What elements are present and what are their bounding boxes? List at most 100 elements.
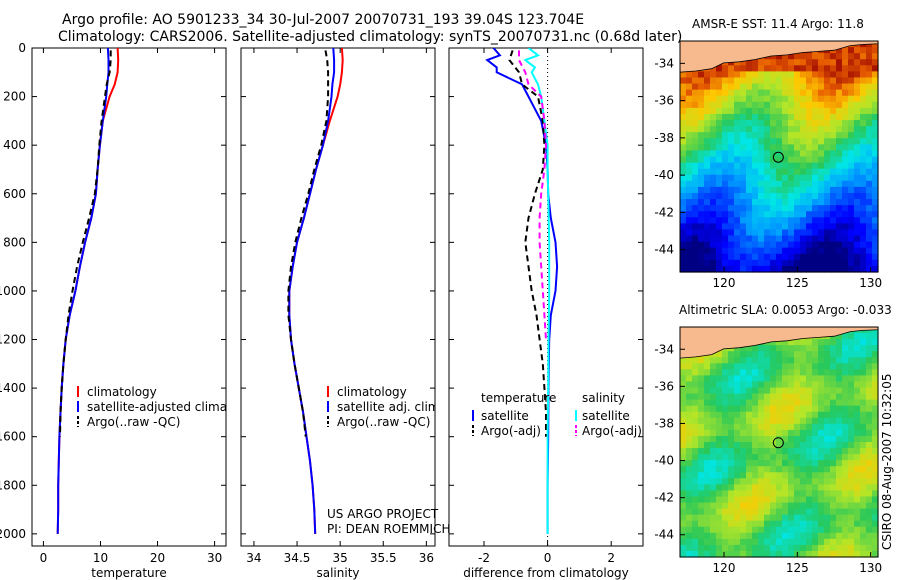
sla-map-cell xyxy=(770,429,777,437)
sla-map-cell xyxy=(680,514,687,522)
sst-map-cell xyxy=(764,217,771,224)
sst-map-cell xyxy=(848,156,855,164)
sla-map-cell xyxy=(806,393,813,401)
sst-map-cell xyxy=(710,265,717,273)
sla-map-cell xyxy=(740,435,747,443)
sst-map-cell xyxy=(824,59,831,66)
sst-map-cell xyxy=(758,156,765,164)
sla-map-cell xyxy=(812,381,819,389)
sla-map-cell xyxy=(740,363,747,370)
sla-map-cell xyxy=(830,544,837,552)
sla-map-cell xyxy=(872,478,879,485)
sla-map-cell xyxy=(734,496,741,504)
sla-map-cell xyxy=(770,508,777,516)
sst-map-ytick-label: -42 xyxy=(654,205,674,219)
sla-map-cell xyxy=(746,351,753,358)
sla-map-cell xyxy=(836,351,843,358)
sla-map-cell xyxy=(680,508,687,516)
sst-map-cell xyxy=(758,71,765,79)
sst-map-cell xyxy=(872,186,879,194)
sst-map-cell xyxy=(716,259,723,267)
sst-map-cell xyxy=(728,205,735,212)
sst-map-cell xyxy=(824,199,831,206)
sst-map-cell xyxy=(710,247,717,255)
sla-map-cell xyxy=(740,466,747,473)
sla-map-cell xyxy=(860,381,867,389)
sla-map-cell xyxy=(722,375,729,383)
sla-map-cell xyxy=(704,532,711,540)
sla-map-cell xyxy=(764,550,771,558)
sla-map-cell xyxy=(758,435,765,443)
sst-map-cell xyxy=(734,150,741,158)
sst-map-cell xyxy=(788,150,795,158)
sla-map-cell xyxy=(704,550,711,558)
sst-map-cell xyxy=(860,150,867,158)
sla-map-cell xyxy=(692,369,699,377)
sla-map-cell xyxy=(686,448,693,455)
sst-map-cell xyxy=(854,162,861,170)
sst-map-cell xyxy=(866,265,873,273)
sla-map-cell xyxy=(722,466,729,473)
sst-map-cell xyxy=(830,259,837,267)
sst-map-cell xyxy=(872,83,879,91)
sla-map-cell xyxy=(698,448,705,455)
sla-map-cell xyxy=(764,472,771,479)
sst-map-cell xyxy=(758,83,765,91)
sst-map-cell xyxy=(812,162,819,170)
sst-map-cell xyxy=(776,192,783,200)
sla-map-cell xyxy=(794,508,801,516)
sla-map-cell xyxy=(806,357,813,364)
sla-map-cell xyxy=(776,442,783,449)
sla-map-cell xyxy=(704,520,711,528)
sla-map-cell xyxy=(680,466,687,473)
sst-map-cell xyxy=(710,211,717,218)
sst-map-cell xyxy=(836,95,843,103)
sst-map-cell xyxy=(830,65,837,72)
sst-map-cell xyxy=(710,65,717,72)
sla-map-cell xyxy=(818,442,825,449)
sla-map-cell xyxy=(872,357,879,364)
sla-map-cell xyxy=(866,442,873,449)
sst-map-cell xyxy=(686,95,693,103)
sla-map-cell xyxy=(746,526,753,534)
sst-map-cell xyxy=(734,120,741,127)
sla-map-cell xyxy=(830,357,837,364)
sla-map-cell xyxy=(806,345,813,352)
sla-map-cell xyxy=(782,345,789,352)
sst-map-cell xyxy=(836,77,843,85)
sst-map-cell xyxy=(830,174,837,182)
sla-map-cell xyxy=(836,478,843,485)
sst-map-cell xyxy=(758,65,765,72)
sst-map-cell xyxy=(722,138,729,145)
sla-map-cell xyxy=(824,393,831,401)
sst-map-cell xyxy=(872,205,879,212)
sla-map-cell xyxy=(776,357,783,364)
sla-map-cell xyxy=(812,411,819,419)
sst-map-cell xyxy=(716,132,723,139)
sla-map-cell xyxy=(836,502,843,510)
sst-map-cell xyxy=(866,223,873,231)
sla-map-cell xyxy=(800,532,807,540)
sst-map-cell xyxy=(728,186,735,194)
sst-map-cell xyxy=(698,174,705,182)
sla-map-cell xyxy=(704,435,711,443)
sst-map-cell xyxy=(812,180,819,188)
sla-map-cell xyxy=(692,357,699,364)
sla-map-cell xyxy=(698,544,705,552)
sla-map-cell xyxy=(698,381,705,389)
sst-map-cell xyxy=(800,186,807,194)
sst-map-cell xyxy=(728,156,735,164)
sla-map-cell xyxy=(770,357,777,364)
sst-map-cell xyxy=(716,101,723,109)
sla-map-cell xyxy=(818,532,825,540)
sst-map-cell xyxy=(800,150,807,158)
sst-map-cell xyxy=(872,217,879,224)
sst-map-cell xyxy=(854,120,861,127)
sla-map-cell xyxy=(800,375,807,383)
sla-map-cell xyxy=(722,423,729,431)
sst-map-cell xyxy=(842,241,849,249)
sla-map-cell xyxy=(836,339,843,346)
sst-map-cell xyxy=(746,144,753,152)
sst-map-cell xyxy=(818,235,825,243)
sst-map-cell xyxy=(788,89,795,97)
